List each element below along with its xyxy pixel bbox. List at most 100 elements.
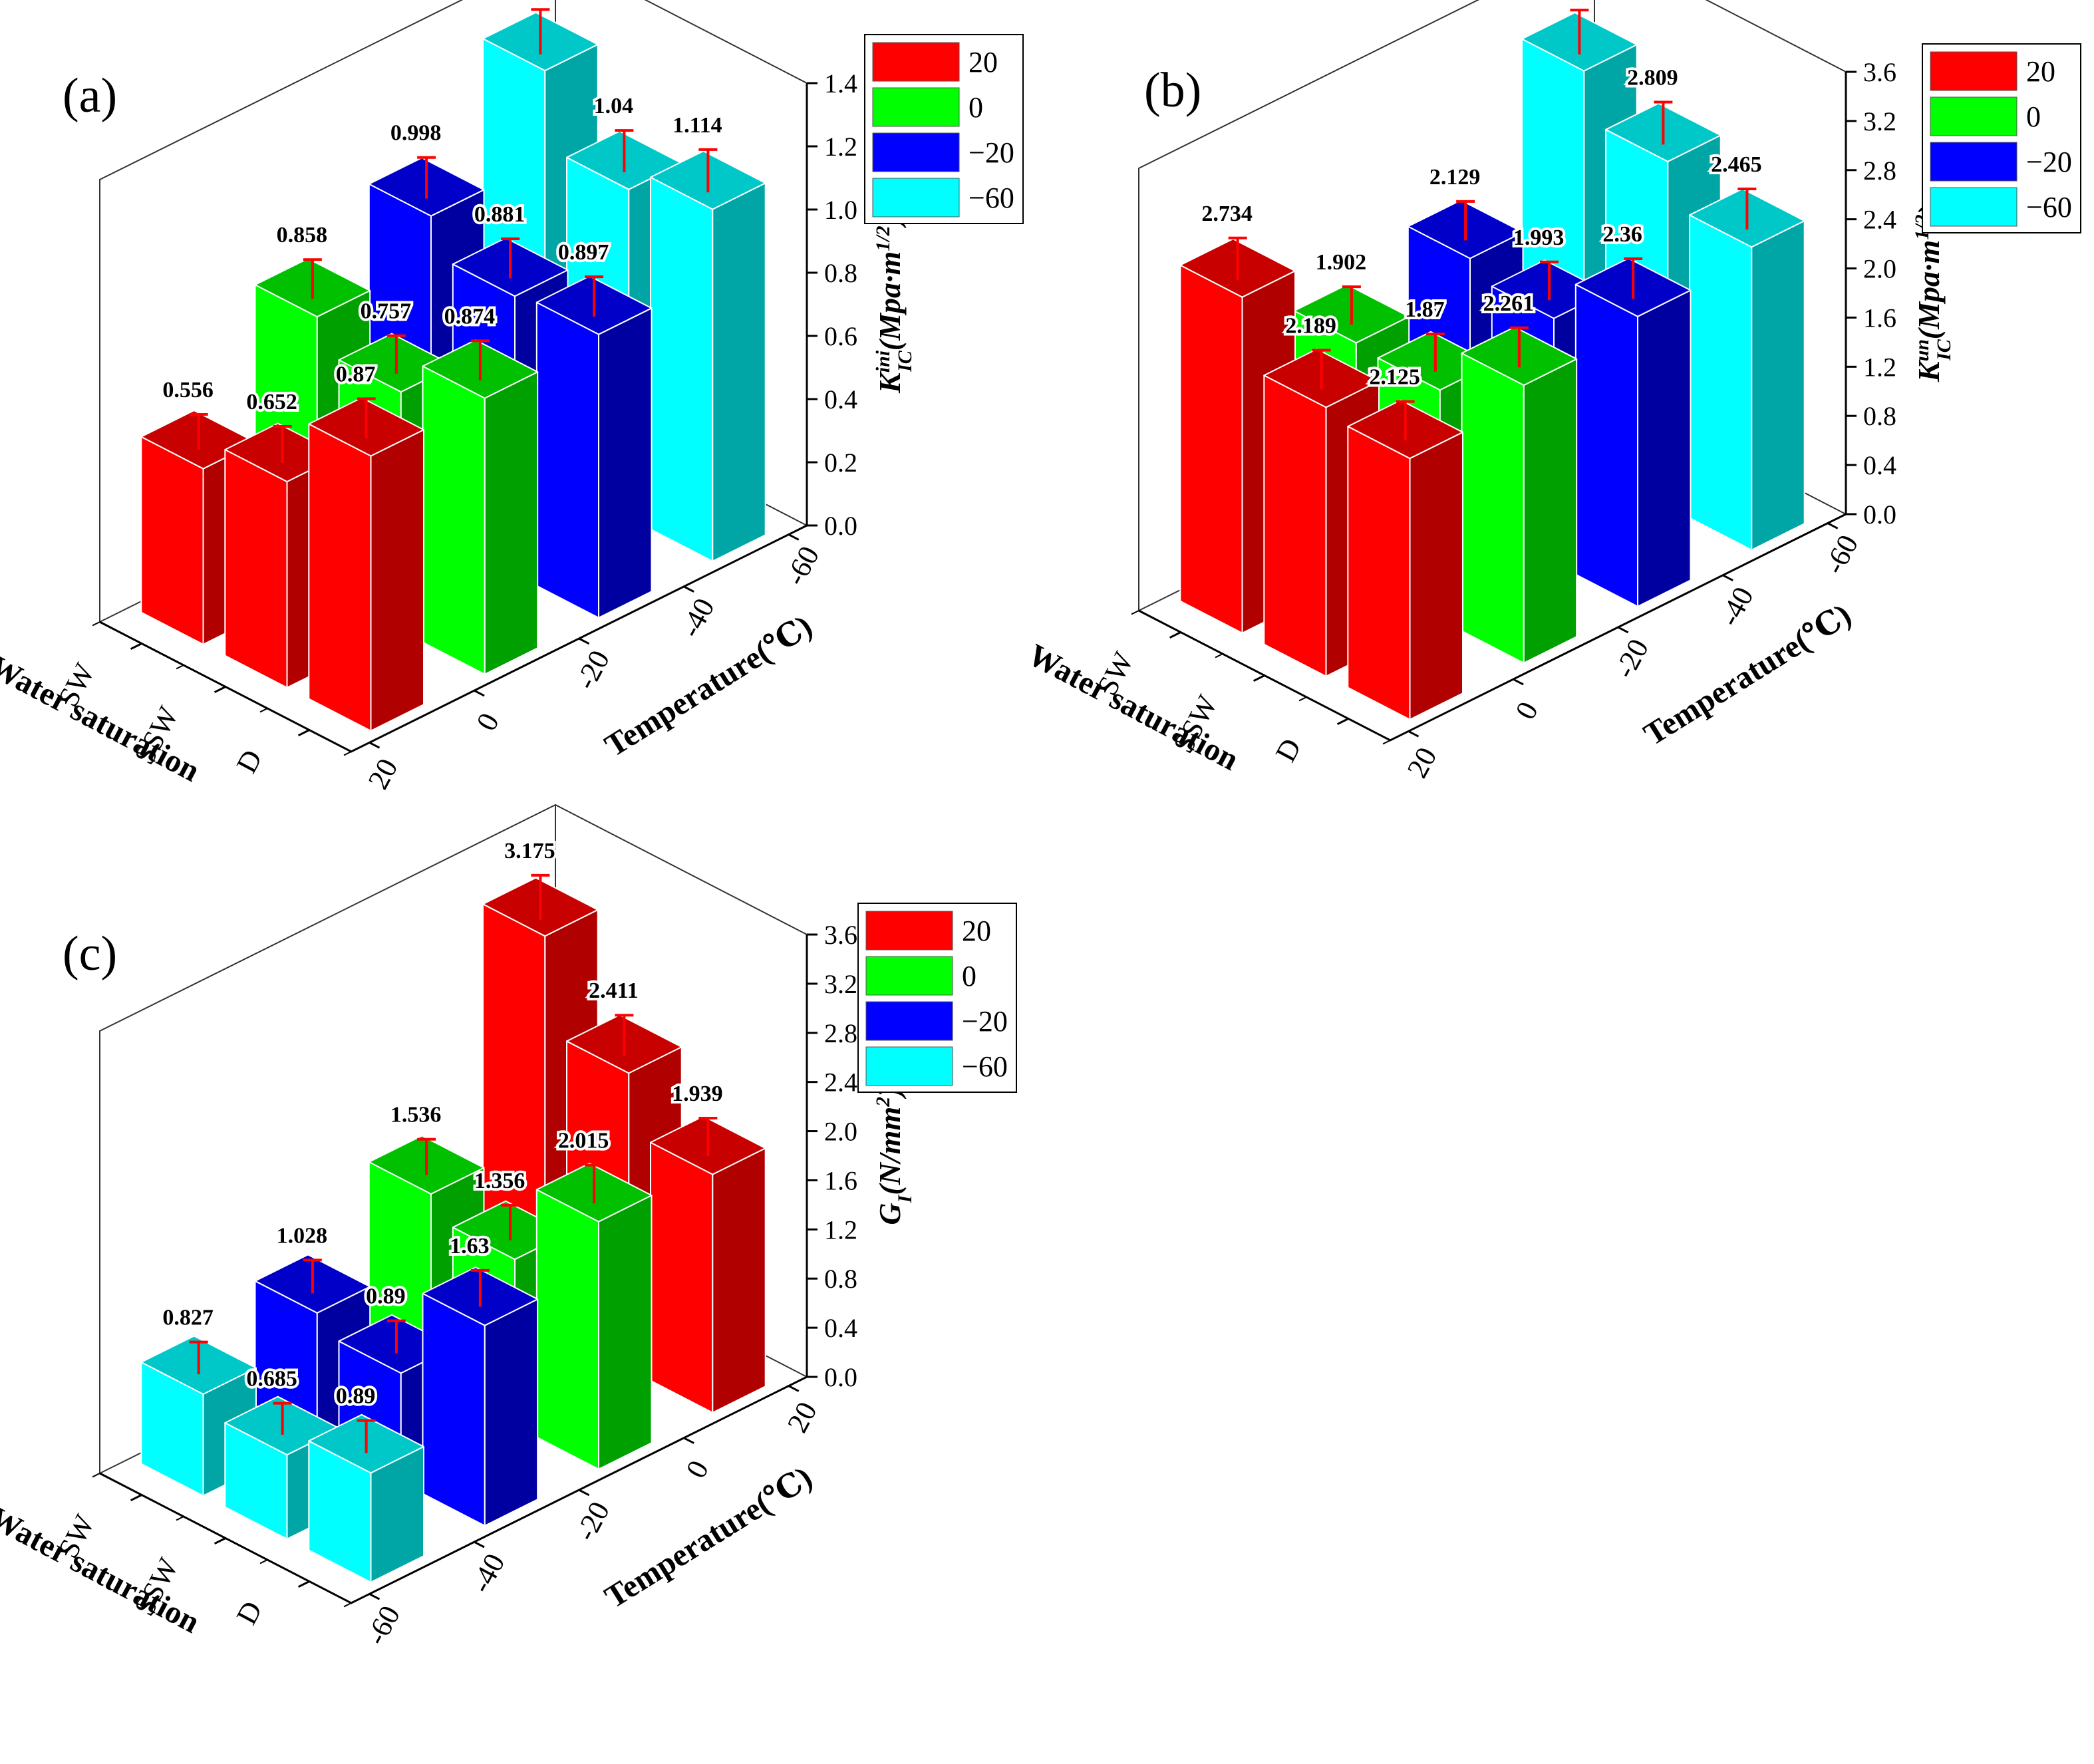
z-tick-label: 1.2 xyxy=(824,132,857,162)
y-tick xyxy=(788,533,800,541)
data-label: 2.261 xyxy=(1483,291,1535,316)
z-axis-title-part: (Mpa·m xyxy=(873,251,907,351)
z-axis-title-part: IC xyxy=(1933,339,1955,361)
y-tick xyxy=(683,1437,694,1444)
data-label: 0.897 xyxy=(558,240,609,265)
x-minor-tick xyxy=(1382,740,1391,745)
bar-side-face xyxy=(484,1298,539,1527)
bar-side-face xyxy=(370,429,424,732)
x-minor-tick xyxy=(1215,653,1223,659)
y-tick-label: 0 xyxy=(1509,696,1545,724)
y-tick-label: 20 xyxy=(1401,742,1443,783)
legend-entry: −20 xyxy=(2026,146,2072,178)
legend-entry: −60 xyxy=(969,182,1014,214)
data-label: 0.827 xyxy=(162,1306,214,1330)
data-label: 2.125 xyxy=(1369,365,1420,390)
bar-side-face xyxy=(1409,431,1463,720)
z-tick-label: 0.0 xyxy=(824,511,857,541)
data-label: 2.129 xyxy=(1429,165,1481,190)
data-label: 1.536 xyxy=(390,1103,442,1127)
y-tick xyxy=(683,585,694,593)
y-tick xyxy=(474,689,485,697)
legend: 20 0 −20 −60 xyxy=(864,34,1024,224)
y-tick xyxy=(1827,522,1839,529)
x-tick-label: D xyxy=(230,1596,269,1630)
data-label: 1.939 xyxy=(672,1082,723,1106)
z-tick-label: 0.8 xyxy=(1863,401,1896,431)
bar-side-face xyxy=(1751,220,1805,551)
y-tick-label: -20 xyxy=(1608,634,1655,684)
x-minor-tick xyxy=(259,1559,268,1564)
data-label: 0.89 xyxy=(366,1284,406,1309)
data-label: 1.04 xyxy=(594,94,634,118)
x-tick xyxy=(130,1494,142,1502)
z-tick-label: 0.6 xyxy=(824,321,857,351)
z-tick-label: 1.2 xyxy=(824,1215,857,1245)
y-axis-title: Temperature(℃) xyxy=(599,1460,818,1616)
y-tick-label: 20 xyxy=(781,1397,823,1438)
legend-entry: 20 xyxy=(2026,55,2055,88)
z-tick-label: 3.2 xyxy=(1863,106,1896,136)
bar-front-face xyxy=(1347,426,1411,720)
legend-swatch xyxy=(1930,142,2018,182)
legend-entry: −20 xyxy=(962,1005,1008,1038)
data-label: 1.993 xyxy=(1513,225,1565,250)
x-tick xyxy=(297,1580,310,1588)
z-axis-title: GI(N/mm2) xyxy=(872,1086,916,1225)
y-tick-label: -40 xyxy=(1713,581,1760,631)
panel-label: (a) xyxy=(63,69,117,123)
z-axis-title-part: 2 xyxy=(872,1097,894,1107)
data-label: 2.411 xyxy=(589,978,639,1003)
y-tick-label: 20 xyxy=(362,753,404,794)
bar-side-face xyxy=(598,1195,653,1470)
z-axis-title-part: I xyxy=(894,1194,916,1203)
x-minor-tick xyxy=(92,621,100,627)
bar-front-face xyxy=(422,365,486,675)
legend-entry: −60 xyxy=(2026,191,2072,223)
x-tick xyxy=(297,729,310,737)
legend-entry: −60 xyxy=(962,1050,1008,1083)
z-tick-label: 0.8 xyxy=(824,258,857,288)
x-minor-tick xyxy=(176,1516,184,1521)
bar-front-face xyxy=(422,1292,486,1527)
legend-swatch xyxy=(865,911,953,951)
y-axis-title: Temperature(℃) xyxy=(599,609,818,764)
legend: 20 0 −20 −60 xyxy=(1922,43,2081,233)
z-axis-title-part: 1/2 xyxy=(872,225,894,251)
legend-swatch xyxy=(865,1046,953,1086)
bar-20-D xyxy=(308,397,424,732)
y-tick xyxy=(1513,678,1524,686)
legend-swatch xyxy=(865,1001,953,1041)
legend-entry: 0 xyxy=(962,960,976,992)
data-label: 1.028 xyxy=(277,1223,328,1248)
x-minor-tick xyxy=(259,708,268,713)
bar-20-SSW xyxy=(1263,348,1380,677)
y-tick-label: -60 xyxy=(779,541,826,591)
x-minor-tick xyxy=(176,664,184,670)
bar-side-face xyxy=(598,307,653,619)
data-label: 0.556 xyxy=(162,378,214,402)
bar-0-D xyxy=(1461,326,1578,664)
legend-swatch xyxy=(872,178,960,218)
z-tick-label: 2.8 xyxy=(824,1018,857,1048)
y-tick-label: -40 xyxy=(464,1548,512,1598)
data-label: 3.175 xyxy=(504,839,555,863)
z-axis-title-part: (Mpa·m xyxy=(1912,240,1946,340)
data-label: 0.87 xyxy=(336,362,376,386)
legend-swatch xyxy=(1930,51,2018,91)
bar-0-D xyxy=(422,339,539,675)
bar-0-D xyxy=(535,1163,653,1470)
data-label: 2.734 xyxy=(1201,202,1253,226)
z-axis-title-part: un xyxy=(1911,339,1933,361)
legend-swatch xyxy=(872,132,960,172)
z-axis-title: KiniIC(Mpa·m1/2) xyxy=(872,216,916,394)
x-minor-tick xyxy=(1298,696,1307,702)
bar-side-face xyxy=(1523,358,1578,664)
bar-side-face xyxy=(484,371,539,675)
z-tick-label: 1.4 xyxy=(824,69,857,98)
z-tick-label: 2.8 xyxy=(1863,156,1896,186)
z-tick-label: 0.0 xyxy=(1863,500,1896,529)
legend-swatch xyxy=(865,956,953,996)
data-label: 1.902 xyxy=(1316,250,1367,275)
